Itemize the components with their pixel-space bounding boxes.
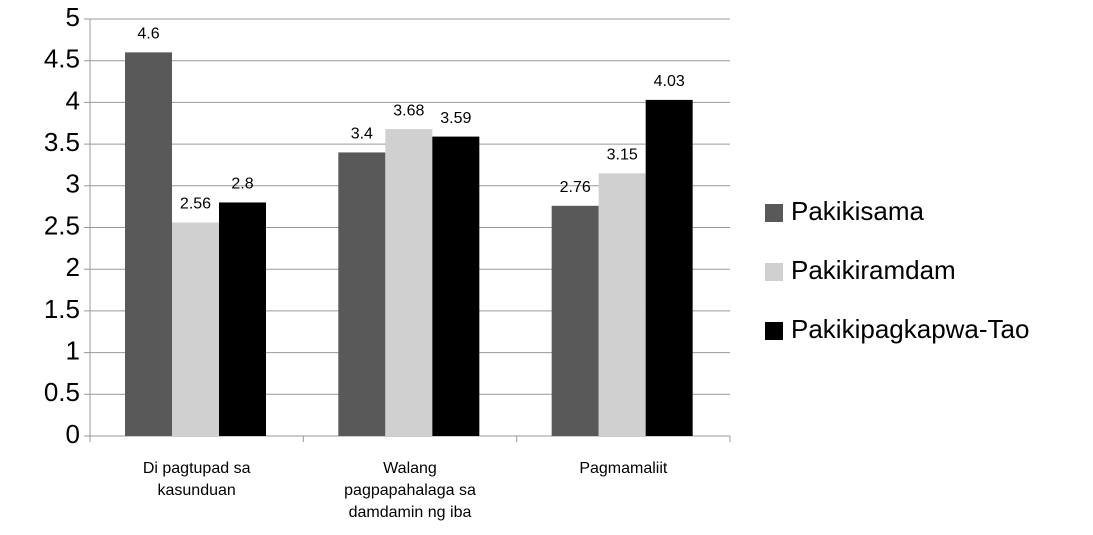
- data-label: 2.76: [560, 179, 591, 196]
- y-tick-label: 0.5: [44, 377, 80, 407]
- y-tick-label: 2.5: [44, 210, 80, 240]
- data-label: 2.8: [231, 176, 253, 193]
- bar: [551, 205, 599, 436]
- bar: [172, 222, 219, 436]
- data-label: 3.68: [393, 102, 424, 119]
- bar: [338, 152, 386, 436]
- bar: [432, 136, 480, 436]
- x-tick-label: Walang pagpapahalaga sa damdamin ng iba: [344, 460, 476, 521]
- data-label: 3.59: [440, 110, 471, 127]
- y-tick-label: 0: [66, 419, 80, 449]
- y-tick-label: 3.5: [44, 127, 80, 157]
- legend-label: Pakikisama: [791, 196, 924, 226]
- y-tick-label: 2: [66, 252, 80, 282]
- data-label: 3.4: [351, 126, 373, 143]
- legend-swatch: [765, 204, 783, 222]
- x-tick-label: Di pagtupad sa kasunduan: [142, 460, 251, 499]
- bar: [125, 52, 172, 437]
- bar: [385, 129, 433, 436]
- bar: [645, 99, 693, 436]
- bar: [598, 173, 646, 437]
- legend-swatch: [765, 322, 783, 340]
- y-tick-label: 3: [66, 169, 80, 199]
- legend-label: Pakikiramdam: [791, 255, 956, 285]
- legend-label: Pakikipagkapwa-Tao: [791, 314, 1029, 344]
- x-tick-label: Pagmamaliit: [579, 460, 668, 477]
- y-tick-label: 1: [66, 335, 80, 365]
- legend-swatch: [765, 263, 783, 281]
- y-tick-label: 4.5: [44, 44, 80, 74]
- y-tick-label: 1.5: [44, 294, 80, 324]
- data-label: 4.6: [137, 26, 159, 43]
- y-tick-label: 5: [66, 2, 80, 32]
- y-tick-label: 4: [66, 85, 80, 115]
- data-label: 2.56: [180, 196, 211, 213]
- data-label: 3.15: [607, 147, 638, 164]
- bar: [219, 202, 266, 436]
- data-label: 4.03: [654, 73, 685, 90]
